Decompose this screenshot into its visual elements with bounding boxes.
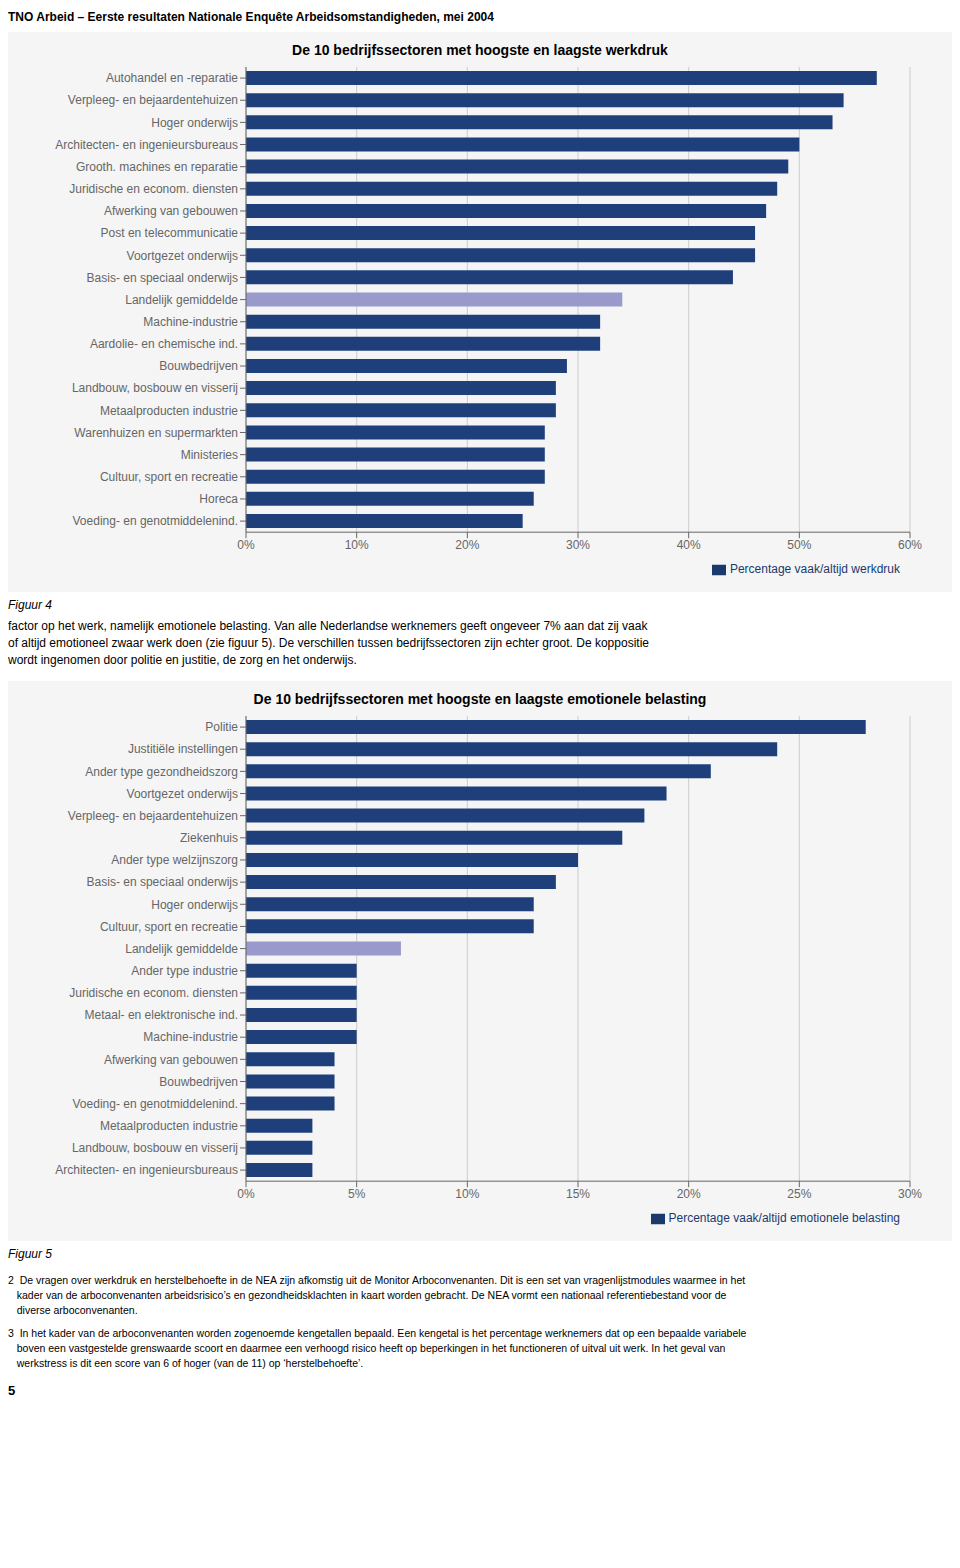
svg-text:25%: 25% <box>787 1187 811 1201</box>
svg-text:Grooth. machines en reparatie: Grooth. machines en reparatie <box>76 160 238 174</box>
svg-text:Bouwbedrijven: Bouwbedrijven <box>159 359 238 373</box>
svg-text:Verpleeg- en bejaardentehuizen: Verpleeg- en bejaardentehuizen <box>68 93 238 107</box>
svg-text:Voortgezet onderwijs: Voortgezet onderwijs <box>127 787 238 801</box>
svg-text:Voortgezet onderwijs: Voortgezet onderwijs <box>127 249 238 263</box>
svg-text:Ander type industrie: Ander type industrie <box>131 964 238 978</box>
svg-text:Afwerking van gebouwen: Afwerking van gebouwen <box>104 1053 238 1067</box>
svg-text:Juridische en econom. diensten: Juridische en econom. diensten <box>69 986 238 1000</box>
html-text:5: 5 <box>8 1383 16 1398</box>
svg-text:Politie: Politie <box>205 720 238 734</box>
svg-text:Warenhuizen en supermarkten: Warenhuizen en supermarkten <box>74 426 238 440</box>
svg-text:Basis- en speciaal onderwijs: Basis- en speciaal onderwijs <box>87 875 238 889</box>
svg-text:60%: 60% <box>898 538 922 552</box>
svg-text:Ander type gezondheidszorg: Ander type gezondheidszorg <box>85 765 238 779</box>
svg-text:Post en telecommunicatie: Post en telecommunicatie <box>101 226 239 240</box>
svg-text:Voeding- en genotmiddelenind.: Voeding- en genotmiddelenind. <box>73 1097 238 1111</box>
svg-text:Aardolie- en chemische ind.: Aardolie- en chemische ind. <box>90 337 238 351</box>
svg-text:Voeding- en genotmiddelenind.: Voeding- en genotmiddelenind. <box>73 514 238 528</box>
svg-text:0%: 0% <box>237 538 255 552</box>
html-text:TNO Arbeid – Eerste resultaten: TNO Arbeid – Eerste resultaten Nationale… <box>8 10 494 24</box>
html-text:wordt ingenomen door politie e: wordt ingenomen door politie en justitie… <box>8 653 357 667</box>
html-text:werkstress is dit een score va: werkstress is dit een score van 6 of hog… <box>8 1357 364 1369</box>
svg-text:Machine-industrie: Machine-industrie <box>143 315 238 329</box>
svg-text:15%: 15% <box>566 1187 590 1201</box>
svg-text:5%: 5% <box>348 1187 366 1201</box>
svg-text:30%: 30% <box>566 538 590 552</box>
html-text:kader van de arboconvenanten a: kader van de arboconvenanten arbeidsrisi… <box>8 1289 727 1301</box>
svg-text:Architecten- en ingenieursbure: Architecten- en ingenieursbureaus <box>55 138 238 152</box>
svg-text:Architecten- en ingenieursbure: Architecten- en ingenieursbureaus <box>55 1163 238 1177</box>
html-text:3 In het kader van de arboconv: 3 In het kader van de arboconvenanten wo… <box>8 1327 747 1339</box>
svg-text:Ministeries: Ministeries <box>181 448 238 462</box>
html-text:factor op het werk, namelijk e: factor op het werk, namelijk emotionele … <box>8 619 648 633</box>
svg-text:Justitiële instellingen: Justitiële instellingen <box>128 742 238 756</box>
svg-text:Hoger onderwijs: Hoger onderwijs <box>151 116 238 130</box>
svg-text:Machine-industrie: Machine-industrie <box>143 1030 238 1044</box>
svg-text:Metaalproducten industrie: Metaalproducten industrie <box>100 404 238 418</box>
svg-text:Autohandel en -reparatie: Autohandel en -reparatie <box>106 71 238 85</box>
svg-text:Landelijk gemiddelde: Landelijk gemiddelde <box>125 942 238 956</box>
svg-text:Horeca: Horeca <box>199 492 238 506</box>
svg-text:Metaalproducten industrie: Metaalproducten industrie <box>100 1119 238 1133</box>
svg-text:Hoger onderwijs: Hoger onderwijs <box>151 898 238 912</box>
svg-text:20%: 20% <box>677 1187 701 1201</box>
html-text:Figuur 5: Figuur 5 <box>8 1247 52 1261</box>
svg-text:20%: 20% <box>455 538 479 552</box>
html-text:De 10 bedrijfssectoren met hoo: De 10 bedrijfssectoren met hoogste en la… <box>292 42 668 58</box>
svg-text:Ander type welzijnszorg: Ander type welzijnszorg <box>111 853 238 867</box>
svg-text:Basis- en speciaal onderwijs: Basis- en speciaal onderwijs <box>87 271 238 285</box>
svg-text:40%: 40% <box>677 538 701 552</box>
svg-text:30%: 30% <box>898 1187 922 1201</box>
html-text:diverse arboconvenanten.: diverse arboconvenanten. <box>8 1304 138 1316</box>
svg-text:10%: 10% <box>455 1187 479 1201</box>
svg-text:Metaal- en elektronische ind.: Metaal- en elektronische ind. <box>85 1008 238 1022</box>
html-text:2 De vragen over werkdruk en h: 2 De vragen over werkdruk en herstelbeho… <box>8 1274 746 1286</box>
svg-text:50%: 50% <box>787 538 811 552</box>
svg-text:Juridische en econom. diensten: Juridische en econom. diensten <box>69 182 238 196</box>
svg-text:Afwerking van gebouwen: Afwerking van gebouwen <box>104 204 238 218</box>
html-text:Percentage vaak/altijd emotion: Percentage vaak/altijd emotionele belast… <box>668 1211 900 1226</box>
svg-text:Landelijk gemiddelde: Landelijk gemiddelde <box>125 293 238 307</box>
svg-text:10%: 10% <box>345 538 369 552</box>
html-text:of altijd emotioneel zwaar wer: of altijd emotioneel zwaar werk doen (zi… <box>8 636 649 650</box>
svg-text:Landbouw, bosbouw en visserij: Landbouw, bosbouw en visserij <box>72 381 238 395</box>
svg-text:Verpleeg- en bejaardentehuizen: Verpleeg- en bejaardentehuizen <box>68 809 238 823</box>
svg-text:Landbouw, bosbouw en visserij: Landbouw, bosbouw en visserij <box>72 1141 238 1155</box>
svg-text:Cultuur, sport en recreatie: Cultuur, sport en recreatie <box>100 920 238 934</box>
svg-text:0%: 0% <box>237 1187 255 1201</box>
svg-text:Bouwbedrijven: Bouwbedrijven <box>159 1075 238 1089</box>
svg-text:Cultuur, sport en recreatie: Cultuur, sport en recreatie <box>100 470 238 484</box>
html-text:De 10 bedrijfssectoren met hoo: De 10 bedrijfssectoren met hoogste en la… <box>253 691 707 707</box>
html-text:Figuur 4: Figuur 4 <box>8 598 52 612</box>
svg-text:Ziekenhuis: Ziekenhuis <box>180 831 238 845</box>
html-text:Percentage vaak/altijd werkdru: Percentage vaak/altijd werkdruk <box>729 562 900 577</box>
html-text:boven een vastgestelde grenswa: boven een vastgestelde grenswaarde scoor… <box>8 1342 726 1354</box>
